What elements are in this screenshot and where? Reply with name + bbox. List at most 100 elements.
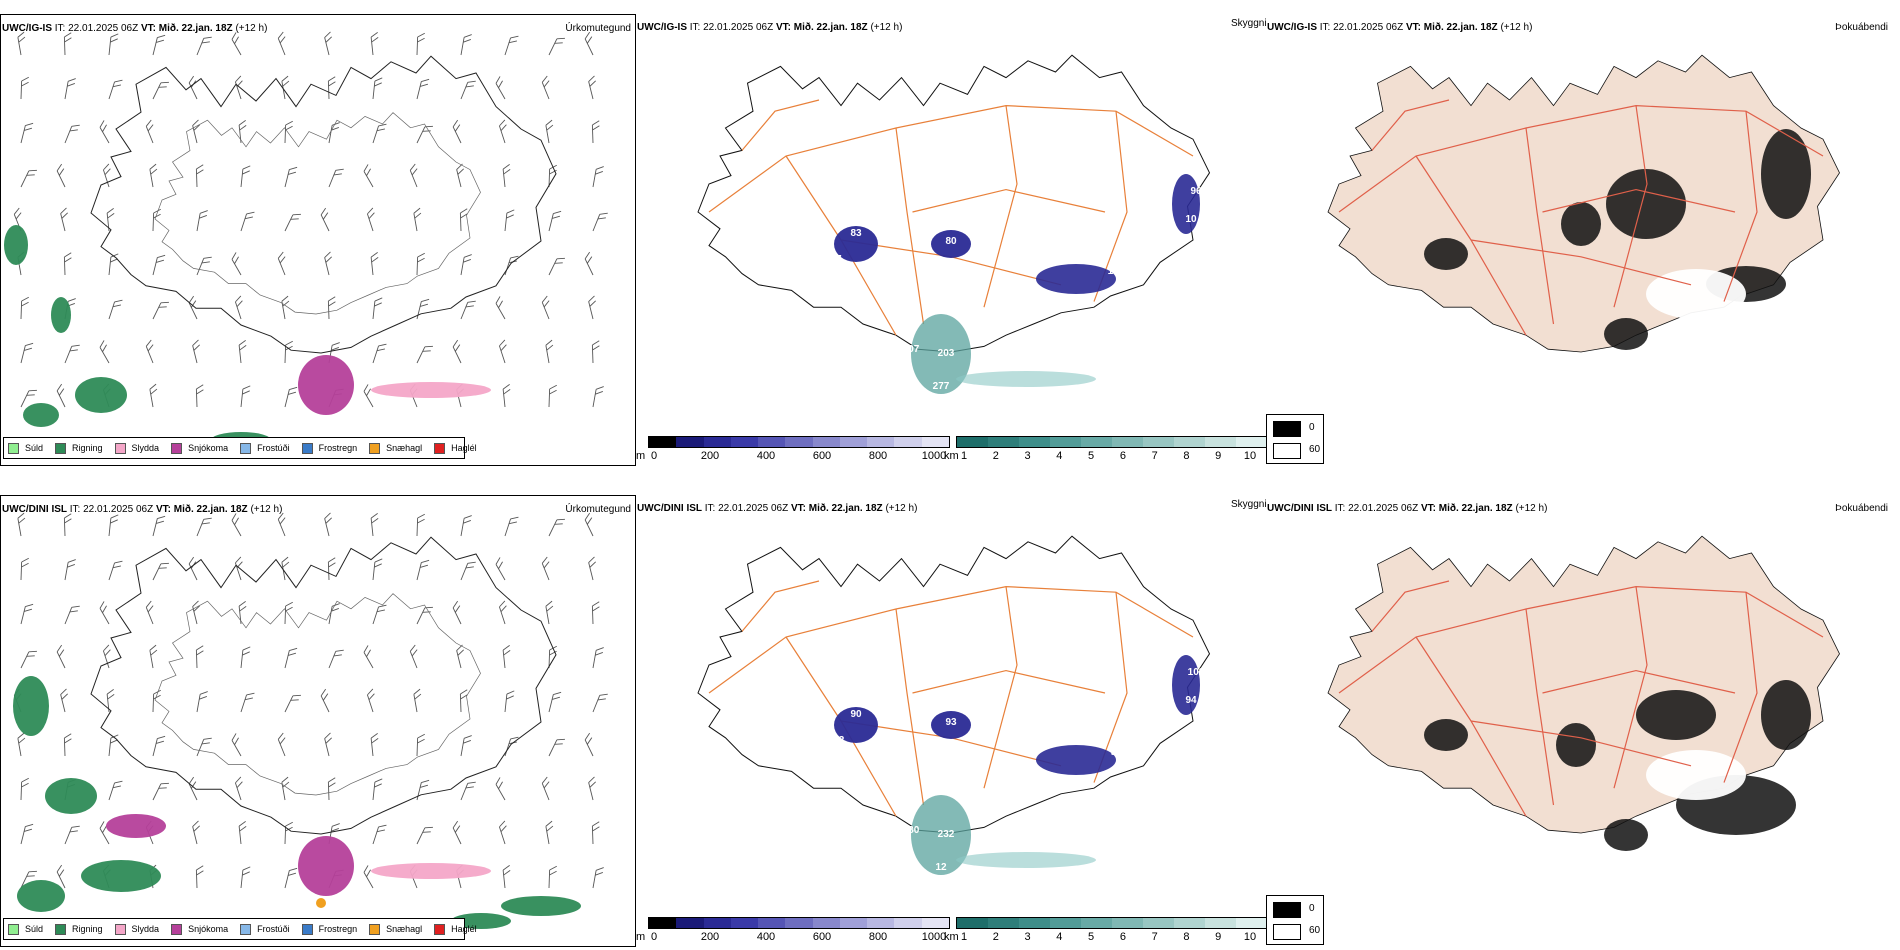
wind-barb [328,649,344,669]
wind-barb [192,119,200,144]
wind-barb [504,690,515,713]
wind-barb [504,209,515,232]
scale-tick-label: 3 [1024,931,1031,943]
legend-label: Frostregn [318,924,358,934]
wind-barb [541,556,550,581]
wind-barb [499,339,507,364]
legend-label: Súld [25,924,44,934]
wind-barb [64,605,80,625]
low-visibility-areas [834,174,1200,394]
wind-barb [499,600,507,625]
visibility-value-label: 90 [850,709,862,720]
wind-barb [108,560,123,581]
rain-area [13,676,49,736]
panel-header: UWC/DINI ISL IT: 22.01.2025 06Z VT: Mið.… [1267,503,1548,514]
wind-barb [592,386,604,408]
scale-unit: m [636,450,646,462]
color-bar [648,917,950,929]
visibility-value-label: 180 [903,825,920,836]
legend-label: Frostregn [318,443,358,453]
legend-item: Frostúði [240,923,290,935]
wind-barb [588,75,596,100]
wind-barb [363,645,374,669]
low-visibility-fog-area [911,314,971,394]
legend-label: Haglél [451,443,477,453]
color-bar-segment [957,918,988,928]
wind-barb [63,32,72,56]
road [708,104,1194,213]
wind-barb [588,295,596,320]
road [741,99,820,151]
scale-tick-label: 5 [1088,931,1095,943]
wind-barb [372,604,387,625]
wind-barb [499,119,507,144]
wind-barb [152,562,169,581]
visibility-value-label: 97 [1110,747,1122,758]
wind-barb [196,691,208,713]
scale-tick-label: 9 [1215,931,1222,943]
wind-barb [541,75,550,100]
wind-barb [103,163,111,188]
wind-barb [372,297,383,320]
wind-barb [238,120,247,144]
scale-tick-label: 5 [1088,450,1095,462]
wind-barb [416,779,430,801]
scale-tick-label: 10 [1243,931,1257,943]
fog-dense-area [1636,690,1716,740]
wind-barb [548,37,565,56]
wind-barb [592,212,608,232]
scale-tick-label: 4 [1056,450,1063,462]
fog-index-map [1327,535,1840,851]
fog-free-area [1646,750,1746,800]
wind-barb [324,251,332,276]
visibility-scale-km: km 1 2 3 4 5 6 7 8 9 10 [944,436,1266,466]
wind-barb [231,32,242,56]
wind-barb [56,383,66,408]
wind-barb [459,689,468,713]
wind-barb [238,821,247,845]
wind-barb [20,76,29,100]
wind-barb [235,776,243,801]
wind-barb [152,301,169,320]
legend-item: Súld [8,442,43,454]
wind-barb [108,253,119,276]
low-visibility-fog-area [956,852,1096,868]
wind-barb [328,122,340,144]
road [741,580,820,632]
visibility-map: 83 97 80 107 203 277 10 96 106 2 [697,54,1211,394]
road [708,585,1194,694]
legend-swatch [434,442,446,454]
color-bar-segment [1019,918,1050,928]
color-bar-segment [867,918,895,928]
wind-barb [188,776,198,801]
scale-tick-label: 3 [1024,450,1031,462]
wind-barb [281,776,290,801]
wind-barb [591,120,600,144]
legend-swatch [8,442,19,454]
scale-tick-label: 600 [812,931,832,943]
rain-area [17,880,65,912]
color-bar-segment [1143,918,1174,928]
legend-item: Snjókoma [171,442,228,454]
wind-barb [413,688,422,713]
wind-barb [20,870,37,889]
road [1542,188,1736,213]
wind-barb [20,823,34,845]
wind-barb [328,168,344,188]
scale-tick-label: 4 [1056,931,1063,943]
wind-barb [328,603,340,625]
panel-title: Þokuábendi [1835,503,1888,514]
wind-barb [413,207,422,232]
scale-tick-label: 7 [1151,450,1158,462]
wind-barb [545,820,554,845]
low-visibility-area [1172,655,1200,715]
snow-area [106,814,166,838]
color-bar-segment [1112,918,1143,928]
low-visibility-area [931,711,971,739]
precip-type-legend: Súld Rigning Slydda Snjókoma Frostúði Frostre… [3,437,477,459]
fog-dense-area [1424,719,1468,751]
panel-header: UWC/IG-IS IT: 22.01.2025 06Z VT: Mið. 22… [2,23,268,34]
legend-swatch [8,923,19,935]
wind-barb [63,513,72,537]
wind-barb [592,647,604,669]
